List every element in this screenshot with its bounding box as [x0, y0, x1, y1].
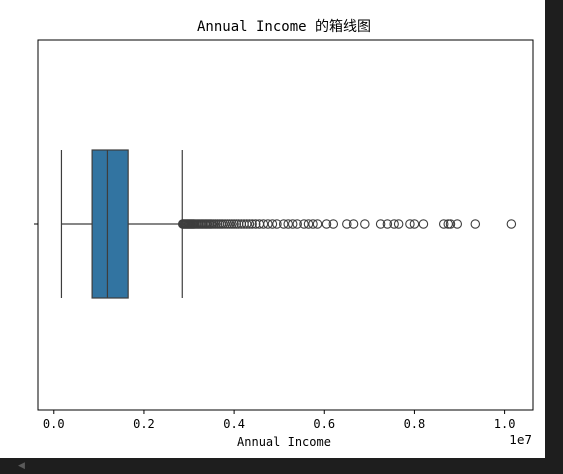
axis-offset-label: 1e7	[509, 433, 532, 447]
x-tick-label: 0.6	[313, 417, 335, 431]
horizontal-scrollbar[interactable]: ◀	[0, 458, 563, 474]
outlier-point	[389, 219, 399, 229]
outlier-point	[267, 219, 278, 229]
outlier-point	[328, 219, 339, 229]
outlier-point	[287, 219, 298, 229]
outlier-point	[360, 219, 370, 229]
outlier-point	[272, 219, 282, 229]
scroll-left-arrow-icon[interactable]: ◀	[18, 461, 25, 471]
outlier-point	[312, 219, 323, 229]
outlier-point	[227, 219, 237, 229]
outlier-point	[342, 219, 352, 229]
outlier-point	[250, 219, 261, 229]
outlier-point	[218, 219, 228, 229]
outlier-point	[244, 219, 255, 229]
outlier-point	[445, 219, 456, 229]
x-tick-label: 0.4	[223, 417, 245, 431]
box-plot-chart: Annual Income 的箱线图 0.0 0.2 0.4 0.6 0.8 1.0 An…	[34, 19, 534, 449]
outlier-point	[438, 219, 449, 229]
outlier-point	[224, 219, 235, 229]
outlier-point	[470, 219, 481, 229]
outlier-point	[303, 219, 314, 229]
iqr-box	[91, 149, 129, 299]
outlier-point	[308, 219, 318, 229]
outlier-point	[382, 219, 393, 229]
outlier-point	[409, 219, 420, 229]
x-tick-label: 0.2	[133, 417, 155, 431]
outlier-point	[393, 219, 404, 229]
outlier-point	[348, 219, 359, 229]
outlier-point	[229, 219, 239, 229]
outlier-point	[375, 219, 386, 229]
outlier-point	[220, 219, 230, 229]
outlier-point	[263, 219, 273, 229]
outlier-point	[258, 219, 269, 229]
plot-area: 0.0 0.2 0.4 0.6 0.8 1.0	[34, 39, 534, 431]
plot-frame	[37, 39, 534, 411]
outlier-point	[222, 219, 233, 229]
outlier-point	[405, 219, 415, 229]
side-gutter	[545, 0, 563, 458]
x-axis-label: Annual Income	[237, 435, 331, 449]
outlier-point	[247, 219, 257, 229]
outlier-point	[278, 219, 289, 229]
outlier-point	[418, 219, 429, 229]
x-tick-label: 0.0	[43, 417, 65, 431]
outlier-point	[231, 219, 242, 229]
outlier-point	[241, 219, 252, 229]
x-tick-label: 0.8	[404, 417, 426, 431]
chart-figure: Annual Income 的箱线图 0.0 0.2 0.4 0.6 0.8 1.0 An…	[0, 0, 545, 458]
outlier-point	[321, 219, 332, 229]
outlier-point	[292, 219, 302, 229]
outlier-point	[506, 219, 517, 229]
x-tick-label: 1.0	[494, 417, 516, 431]
chart-title: Annual Income 的箱线图	[197, 19, 371, 35]
outlier-point	[452, 219, 463, 229]
outlier-point	[299, 219, 309, 229]
outlier-point	[283, 219, 293, 229]
outlier-point	[443, 219, 453, 229]
